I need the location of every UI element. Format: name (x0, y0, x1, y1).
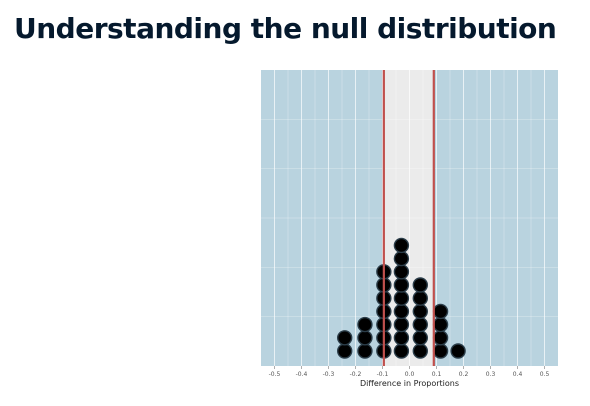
x-tick-label: 0.2 (459, 371, 469, 378)
dot (393, 277, 410, 293)
dot (336, 343, 353, 359)
dot (412, 303, 429, 320)
dots-layer (336, 237, 466, 359)
x-tick-label: -0.4 (296, 371, 308, 378)
dot (393, 237, 410, 254)
x-tick-label: 0.1 (432, 371, 442, 378)
slide-title: Understanding the null distribution (14, 12, 557, 45)
dot (357, 316, 373, 333)
dot (393, 330, 410, 346)
dot (412, 277, 429, 293)
x-tick-label: -0.1 (377, 371, 389, 378)
dot (432, 343, 449, 359)
dot (412, 290, 429, 306)
dot (432, 316, 449, 333)
dot (393, 316, 410, 333)
x-tick-label: 0.0 (405, 371, 415, 378)
dot (412, 343, 429, 359)
dot (393, 303, 410, 320)
dot (393, 290, 410, 306)
x-tick-label: -0.3 (323, 371, 335, 378)
x-tick-label: 0.5 (540, 371, 550, 378)
dot (393, 343, 410, 359)
dot (393, 250, 410, 267)
cutoff-lines (382, 70, 435, 366)
dot (393, 264, 410, 280)
dot (336, 330, 353, 346)
x-tick-label: 0.4 (513, 371, 523, 378)
plot-gridlines (261, 70, 558, 366)
x-tick-label: -0.2 (350, 371, 362, 378)
x-tick-label: -0.5 (269, 371, 281, 378)
x-tick-label: 0.3 (486, 371, 496, 378)
x-axis: -0.5 -0.4 -0.3 -0.2 -0.1 0.0 0.1 0.2 0.3 0.4 0.5 (269, 366, 550, 378)
x-axis-title: Difference in Proportions (360, 379, 459, 388)
dotplot-svg: -0.5 -0.4 -0.3 -0.2 -0.1 0.0 0.1 0.2 0.3 0.4 0.5 D… (261, 70, 558, 388)
dot (412, 316, 429, 333)
dot (450, 343, 466, 359)
null-distribution-chart: -0.5 -0.4 -0.3 -0.2 -0.1 0.0 0.1 0.2 0.3 0.4 0.5 D… (255, 66, 565, 398)
dot (432, 330, 449, 346)
dot (357, 330, 373, 346)
dot (432, 303, 449, 320)
dot (412, 330, 429, 346)
dot (357, 343, 373, 359)
